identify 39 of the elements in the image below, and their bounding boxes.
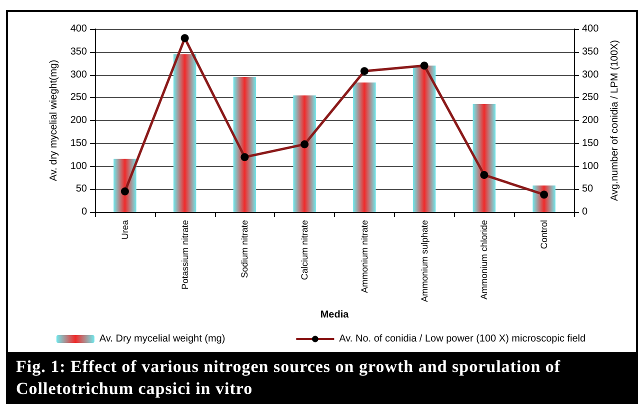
- bar: [412, 66, 436, 212]
- y2-tick-label: 200: [582, 115, 600, 126]
- y2-tick-label: 350: [582, 46, 600, 58]
- y-tick-label: 100: [70, 160, 88, 172]
- legend-label: Av. Dry mycelial weight (mg): [99, 334, 226, 344]
- y-tick-label: 0: [81, 206, 88, 218]
- y2-tick-label: 150: [582, 138, 600, 149]
- x-tick-label: Ammonium chloride: [479, 220, 490, 300]
- bar: [114, 158, 136, 212]
- y-tick-label: 50: [76, 184, 88, 195]
- x-tick-label: Calcium nitrate: [300, 220, 310, 280]
- bar: [353, 82, 376, 212]
- x-tick-label: Ammonium sulphate: [419, 220, 430, 302]
- y-tick-label: 350: [70, 46, 88, 58]
- y-tick-label: 400: [70, 24, 88, 34]
- x-tick-label: Sodium nitrate: [240, 220, 250, 278]
- bar: [472, 104, 496, 212]
- y2-axis-title: Avg.number of conidia / LPM (100X): [610, 40, 620, 202]
- y-tick-label: 200: [70, 115, 88, 126]
- x-axis-title: Media: [320, 309, 350, 320]
- x-tick-label: Control: [539, 220, 550, 250]
- y-tick-label: 150: [70, 138, 88, 149]
- x-tick-label: Urea: [120, 220, 130, 240]
- text: Fig. 1: Effect of various nitrogen sources on growth and sporulation of Colletotrichum capsici in vitro: [8, 352, 636, 404]
- y2-tick-label: 400: [582, 24, 600, 34]
- bar: [173, 54, 196, 212]
- y2-tick-label: 250: [582, 92, 600, 104]
- y2-tick-label: 100: [582, 160, 600, 172]
- y2-tick-label: 0: [582, 206, 588, 218]
- y-tick-label: 300: [70, 69, 88, 80]
- y2-tick-label: 300: [582, 69, 600, 80]
- y2-tick-label: 50: [582, 184, 594, 195]
- y-tick-label: 250: [70, 92, 88, 104]
- bar: [293, 95, 316, 212]
- y-axis-title: Av. dry mycelial wieght(mg): [48, 60, 60, 182]
- x-tick-label: Ammonium nitrate: [359, 220, 370, 294]
- legend-label: Av. No. of conidia / Low power (100 X) microscopic field: [339, 334, 586, 344]
- x-tick-label: Potassium nitrate: [180, 220, 190, 290]
- bar: [233, 77, 256, 212]
